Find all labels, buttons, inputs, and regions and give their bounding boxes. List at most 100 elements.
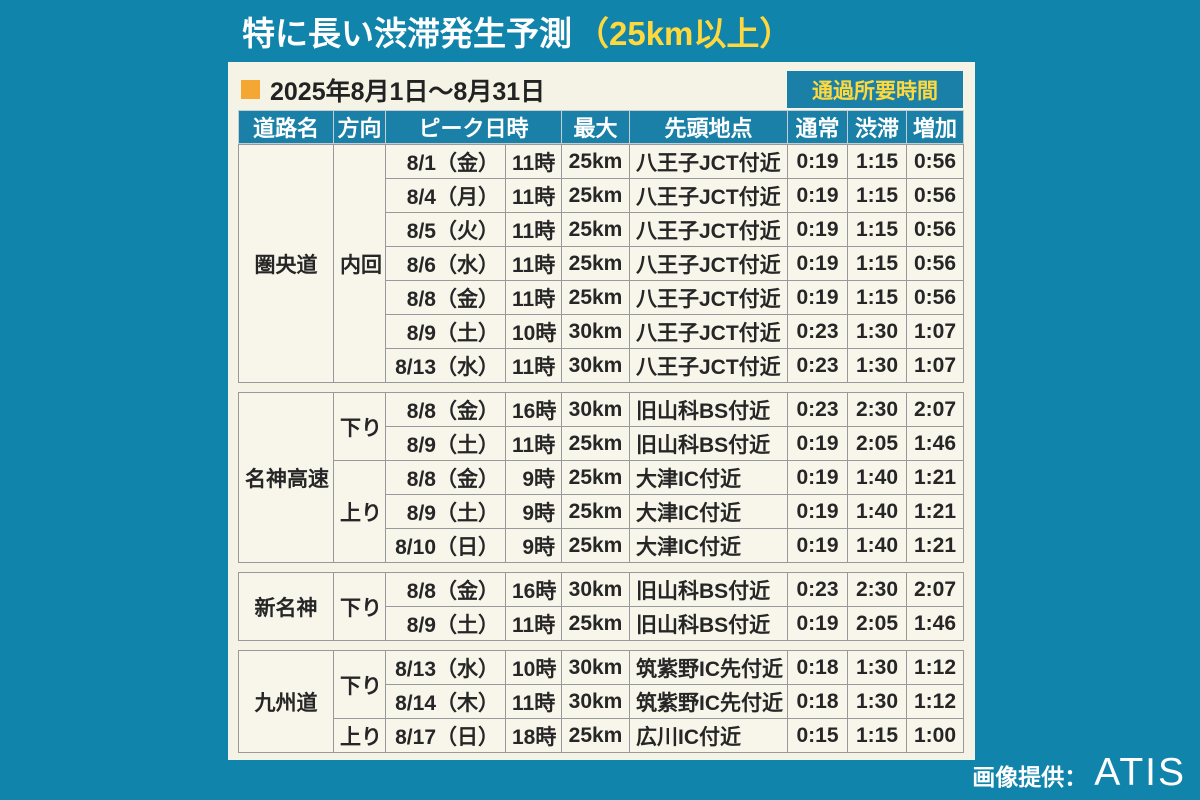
cell-max-length: 30km — [561, 650, 630, 685]
cell-increase-time: 1:21 — [906, 460, 964, 495]
cell-direction: 下り — [333, 650, 386, 719]
cell-peak-date: 8/8（金） — [385, 392, 506, 427]
cell-max-length: 30km — [561, 684, 630, 719]
cell-jam-time: 1:30 — [847, 684, 907, 719]
table-row: 8/9（土） 9時 25km 大津IC付近 0:19 1:40 1:21 — [239, 494, 964, 529]
cell-peak-time: 11時 — [505, 178, 562, 213]
cell-increase-time: 1:07 — [906, 348, 964, 383]
cell-location: 八王子JCT付近 — [629, 314, 788, 349]
cell-peak-date: 8/6（水） — [385, 246, 506, 281]
cell-peak-date: 8/17（日） — [385, 718, 506, 753]
cell-normal-time: 0:18 — [787, 684, 848, 719]
col-header-direction: 方向 — [333, 110, 386, 144]
table-row: 8/5（火） 11時 25km 八王子JCT付近 0:19 1:15 0:56 — [239, 212, 964, 247]
cell-peak-time: 11時 — [505, 212, 562, 247]
image-credit: 画像提供： ATIS — [972, 751, 1186, 795]
col-header-road: 道路名 — [238, 110, 334, 144]
column-header-row: 道路名 方向 ピーク日時 最大 先頭地点 通常 渋滞 増加 — [238, 110, 965, 144]
cell-increase-time: 0:56 — [906, 178, 964, 213]
cell-jam-time: 1:15 — [847, 246, 907, 281]
cell-location: 旧山科BS付近 — [629, 392, 788, 427]
cell-peak-date: 8/13（水） — [385, 348, 506, 383]
cell-peak-time: 11時 — [505, 426, 562, 461]
table-row: 九州道 下り 8/13（水） 10時 30km 筑紫野IC先付近 0:18 1:30 1:12 — [238, 650, 964, 753]
table-area: 道路名 方向 ピーク日時 最大 先頭地点 通常 渋滞 増加 圏央道 内回 8/1（金… — [238, 110, 965, 762]
period-label: 2025年8月1日～8月31日 — [270, 77, 546, 106]
cell-jam-time: 1:15 — [847, 280, 907, 315]
cell-jam-time: 2:30 — [847, 392, 907, 427]
cell-location: 八王子JCT付近 — [629, 212, 788, 247]
cell-increase-time: 0:56 — [906, 280, 964, 315]
cell-peak-time: 9時 — [505, 494, 562, 529]
cell-location: 八王子JCT付近 — [629, 246, 788, 281]
cell-normal-time: 0:19 — [787, 144, 848, 179]
cell-peak-time: 11時 — [505, 606, 562, 641]
cell-peak-date: 8/9（土） — [385, 314, 506, 349]
cell-jam-time: 2:05 — [847, 426, 907, 461]
cell-road-name: 圏央道 — [238, 144, 334, 383]
page-title-suffix: （25km以上） — [576, 15, 793, 52]
cell-max-length: 25km — [561, 178, 630, 213]
cell-increase-time: 1:12 — [906, 650, 964, 685]
cell-peak-date: 8/13（水） — [385, 650, 506, 685]
col-header-peak: ピーク日時 — [384, 110, 563, 144]
col-header-location: 先頭地点 — [629, 110, 789, 144]
cell-max-length: 25km — [561, 144, 630, 179]
cell-peak-date: 8/10（日） — [385, 528, 506, 563]
section-table-1: 名神高速 下り 8/8（金） 16時 30km 旧山科BS付近 0:23 2:30 2:07 8/… — [238, 392, 964, 563]
cell-jam-time: 1:15 — [847, 144, 907, 179]
cell-increase-time: 1:00 — [906, 718, 964, 753]
cell-peak-time: 16時 — [505, 392, 562, 427]
cell-jam-time: 2:05 — [847, 606, 907, 641]
credit-name: ATIS — [1094, 751, 1186, 794]
cell-jam-time: 1:40 — [847, 494, 907, 529]
cell-direction: 上り — [333, 460, 386, 563]
cell-location: 八王子JCT付近 — [629, 178, 788, 213]
cell-peak-date: 8/8（金） — [385, 572, 506, 607]
cell-peak-time: 10時 — [505, 314, 562, 349]
credit-label: 画像提供： — [972, 764, 1088, 790]
cell-road-name: 名神高速 — [238, 392, 334, 563]
table-row: 上り 8/17（日） 18時 25km 広川IC付近 0:15 1:15 1:00 — [239, 718, 964, 753]
cell-peak-date: 8/5（火） — [385, 212, 506, 247]
cell-location: 八王子JCT付近 — [629, 144, 788, 179]
col-header-normal: 通常 — [787, 110, 849, 144]
cell-road-name: 九州道 — [238, 650, 334, 753]
cell-jam-time: 1:30 — [847, 348, 907, 383]
cell-max-length: 25km — [561, 528, 630, 563]
cell-jam-time: 1:15 — [847, 718, 907, 753]
table-row: 8/8（金） 11時 25km 八王子JCT付近 0:19 1:15 0:56 — [239, 280, 964, 315]
table-row: 8/13（水） 11時 30km 八王子JCT付近 0:23 1:30 1:07 — [239, 348, 964, 383]
cell-peak-date: 8/14（木） — [385, 684, 506, 719]
cell-normal-time: 0:15 — [787, 718, 848, 753]
cell-max-length: 30km — [561, 348, 630, 383]
cell-max-length: 25km — [561, 246, 630, 281]
table-row: 名神高速 下り 8/8（金） 16時 30km 旧山科BS付近 0:23 2:30 2:07 — [238, 392, 964, 563]
cell-jam-time: 1:30 — [847, 650, 907, 685]
cell-increase-time: 2:07 — [906, 392, 964, 427]
cell-location: 旧山科BS付近 — [629, 606, 788, 641]
page-title: 特に長い渋滞発生予測 （25km以上） — [242, 7, 792, 55]
cell-increase-time: 2:07 — [906, 572, 964, 607]
cell-peak-time: 16時 — [505, 572, 562, 607]
cell-increase-time: 1:21 — [906, 494, 964, 529]
cell-max-length: 25km — [561, 494, 630, 529]
cell-normal-time: 0:18 — [787, 650, 848, 685]
cell-peak-time: 9時 — [505, 528, 562, 563]
cell-increase-time: 1:12 — [906, 684, 964, 719]
table-row: 圏央道 内回 8/1（金） 11時 25km 八王子JCT付近 0:19 1:15 0:56 — [238, 144, 964, 383]
cell-location: 旧山科BS付近 — [629, 426, 788, 461]
forecast-panel: 2025年8月1日～8月31日 通過所要時間 道路名 方向 ピーク日時 最大 先… — [228, 62, 975, 760]
section-table-3: 九州道 下り 8/13（水） 10時 30km 筑紫野IC先付近 0:18 1:30 1:12 8… — [238, 650, 964, 753]
cell-normal-time: 0:19 — [787, 606, 848, 641]
cell-peak-time: 10時 — [505, 650, 562, 685]
table-row: 上り 8/8（金） 9時 25km 大津IC付近 0:19 1:40 1:21 — [239, 460, 964, 563]
col-header-max: 最大 — [561, 110, 631, 144]
cell-max-length: 25km — [561, 718, 630, 753]
cell-jam-time: 1:15 — [847, 178, 907, 213]
cell-location: 大津IC付近 — [629, 494, 788, 529]
cell-increase-time: 1:07 — [906, 314, 964, 349]
cell-peak-date: 8/9（土） — [385, 426, 506, 461]
section-table-2: 新名神 下り 8/8（金） 16時 30km 旧山科BS付近 0:23 2:30 2:07 8/9… — [238, 572, 964, 641]
cell-normal-time: 0:19 — [787, 212, 848, 247]
